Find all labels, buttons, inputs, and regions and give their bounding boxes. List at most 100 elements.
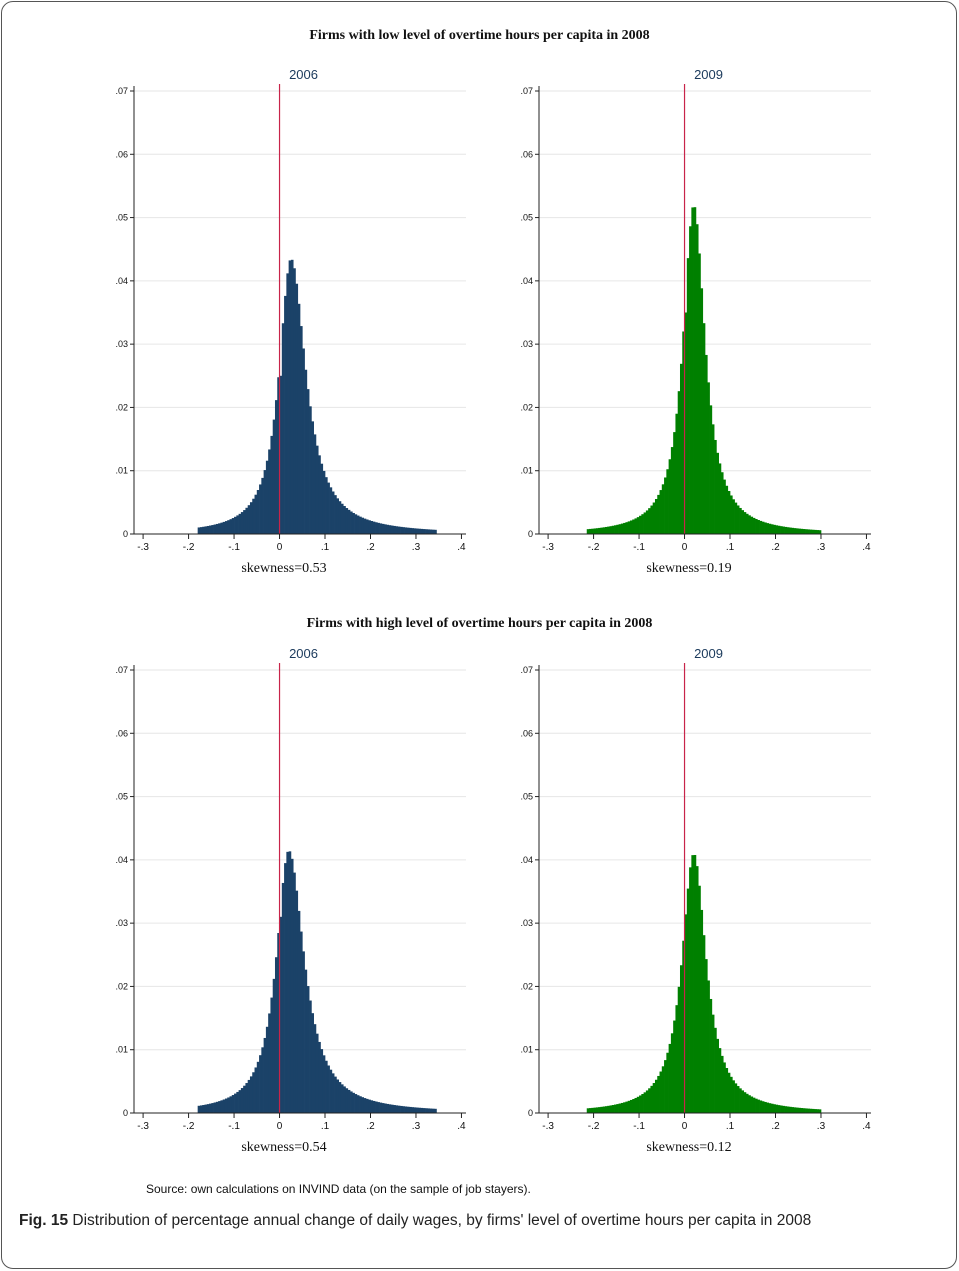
histogram-bar	[427, 529, 430, 534]
histogram-bar	[695, 224, 699, 534]
histogram-bar	[743, 1092, 747, 1113]
y-tick-label: .03	[115, 918, 128, 928]
histogram-bar	[614, 1104, 617, 1113]
histogram-bar	[800, 1108, 804, 1113]
x-tick-label: .4	[457, 1121, 466, 1132]
histogram-bar	[204, 526, 208, 534]
histogram-high-2009: 0 .01 .02 .03 .04 .05 .06 .07 -.3 -.2 -.1 0 .1 .2 .3 .4…	[520, 646, 871, 1155]
histogram-bar	[698, 253, 701, 534]
histogram-bar	[406, 1106, 410, 1113]
histogram-bar	[390, 1104, 394, 1113]
histogram-bar	[770, 524, 774, 534]
histogram-bar	[675, 1005, 679, 1113]
histogram-bar	[666, 469, 669, 534]
y-tick-label: .02	[115, 981, 128, 991]
histogram-bar	[768, 1103, 772, 1113]
histogram-bar	[247, 1079, 251, 1113]
histogram-bar	[354, 1094, 358, 1113]
histogram-bar	[689, 226, 692, 534]
histogram-bar	[363, 1098, 367, 1113]
histogram-bar	[372, 1100, 376, 1113]
histogram-low-2009: 0 .01 .02 .03 .04 .05 .06 .07 -.3 -.2 -.1 0 .1 .2 .3 .4…	[520, 67, 871, 576]
histogram-bar	[381, 1103, 385, 1113]
histogram-bar	[716, 452, 719, 534]
histogram-bar	[595, 1107, 599, 1113]
histogram-bar	[695, 866, 699, 1113]
histogram-bar	[331, 491, 335, 534]
histogram-bar	[677, 391, 681, 534]
histogram-bar	[795, 528, 799, 534]
histogram-bar	[297, 303, 301, 534]
histogram-bar	[634, 518, 638, 534]
histogram-bar	[607, 526, 610, 534]
histogram-high-2006: 0 .01 .02 .03 .04 .05 .06 .07 -.3 -.2 -.1 0 .1 .2 .3 .4…	[115, 646, 466, 1155]
histogram-bar	[759, 1100, 763, 1113]
histogram-bar	[616, 1104, 619, 1113]
histogram-bar	[361, 1097, 365, 1113]
histogram-bar	[723, 479, 726, 534]
histogram-bar	[691, 207, 694, 534]
histogram-bar	[390, 525, 394, 534]
histogram-bar	[634, 1097, 638, 1113]
histogram-bar	[325, 477, 328, 534]
x-tick-label: .3	[817, 542, 826, 553]
histogram-bar	[327, 482, 330, 534]
y-tick-label: .07	[115, 86, 128, 96]
histogram-bar	[659, 1071, 663, 1113]
histogram-bar	[259, 484, 262, 534]
histogram-bar	[249, 1076, 253, 1113]
histogram-bar	[705, 354, 708, 534]
histogram-bar	[702, 323, 706, 534]
histogram-bar	[623, 1102, 626, 1113]
histogram-bar	[805, 529, 808, 534]
histogram-bar	[359, 1096, 362, 1113]
histogram-bar	[209, 1103, 212, 1113]
histogram-bar	[707, 980, 710, 1113]
histogram-bar	[802, 1108, 806, 1113]
histogram-bar	[700, 909, 704, 1113]
histogram-bar	[636, 1096, 640, 1113]
histogram-bar	[698, 885, 701, 1113]
histogram-bar	[627, 521, 631, 534]
histogram-bar	[611, 525, 615, 534]
histogram-bar	[404, 527, 408, 534]
histogram-bar	[686, 258, 690, 534]
histogram-bar	[773, 1104, 776, 1113]
histogram-bar	[766, 523, 770, 534]
histogram-bar	[315, 445, 319, 534]
histogram-bar	[281, 323, 285, 534]
histogram-bar	[284, 295, 287, 534]
histogram-bar	[413, 528, 417, 534]
histogram-bar	[775, 525, 779, 534]
histogram-bar	[388, 525, 392, 534]
histogram-bar	[247, 505, 251, 534]
histogram-bar	[629, 1099, 633, 1113]
histogram-bar	[789, 527, 792, 534]
histogram-bar	[238, 1090, 242, 1113]
histogram-bar	[197, 1105, 201, 1113]
histogram-bar	[409, 1106, 412, 1113]
histogram-bar	[732, 499, 735, 534]
histogram-bar	[702, 935, 706, 1113]
histogram-bar	[682, 331, 685, 534]
histogram-bar	[639, 1095, 642, 1113]
histogram-bar	[752, 517, 756, 534]
histogram-bar	[224, 521, 228, 534]
histogram-bar	[709, 405, 713, 534]
histogram-bar	[652, 502, 656, 534]
histogram-bar	[691, 855, 694, 1113]
histogram-bar	[677, 986, 681, 1113]
histogram-bar	[306, 986, 310, 1113]
y-tick-label: .02	[520, 402, 533, 412]
histogram-bar	[231, 518, 235, 534]
histogram-bar	[627, 1100, 631, 1113]
histogram-bar	[811, 529, 815, 534]
histogram-bar	[227, 1097, 230, 1113]
histogram-bar	[279, 375, 283, 534]
histogram-bar	[755, 1098, 758, 1113]
x-tick-label: .3	[817, 1121, 826, 1132]
y-tick-label: .01	[115, 1045, 128, 1055]
histogram-bar	[682, 940, 685, 1113]
histogram-bar	[354, 514, 358, 534]
histogram-bar	[714, 1027, 717, 1113]
